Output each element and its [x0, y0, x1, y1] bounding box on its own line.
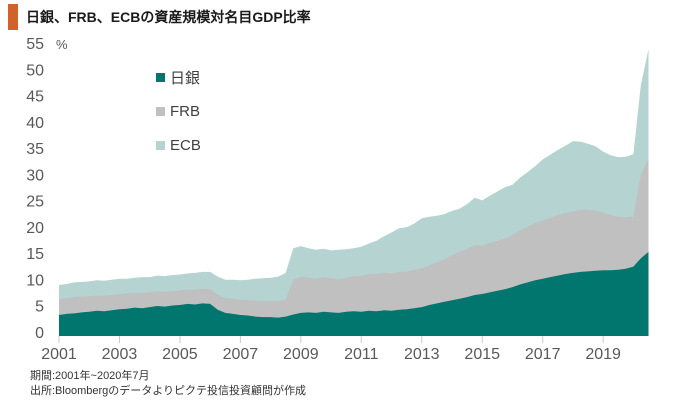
boj-swatch-icon: [156, 73, 165, 82]
ecb-swatch-icon: [156, 141, 165, 150]
y-tick-label: 10: [26, 272, 44, 289]
footer-source: 出所:Bloombergのデータよりピクテ投信投資顧問が作成: [30, 385, 307, 397]
y-tick-label: 30: [26, 167, 44, 184]
legend-item-boj: 日銀: [156, 70, 201, 87]
x-tick-label: 2015: [464, 346, 500, 363]
y-tick-label: 35: [26, 141, 44, 158]
y-tick-label: 50: [26, 62, 44, 79]
y-tick-label: 15: [26, 246, 44, 263]
y-tick-label: 25: [26, 194, 44, 211]
chart-legend: 日銀 FRB ECB: [156, 70, 201, 172]
x-tick-label: 2017: [525, 346, 561, 363]
legend-label-ecb: ECB: [170, 137, 201, 154]
y-tick-label: 40: [26, 115, 44, 132]
footer-period: 期間:2001年~2020年7月: [30, 370, 150, 382]
page-title: 日銀、FRB、ECBの資産規模対名目GDP比率: [26, 9, 311, 25]
y-tick-label: 20: [26, 220, 44, 237]
legend-item-ecb: ECB: [156, 137, 201, 154]
x-tick-label: 2007: [223, 346, 259, 363]
y-tick-label: 55: [26, 36, 44, 53]
x-tick-label: 2013: [404, 346, 440, 363]
y-tick-label: 5: [35, 299, 44, 316]
x-tick-label: 2005: [162, 346, 198, 363]
x-tick-label: 2019: [585, 346, 621, 363]
x-tick-label: 2009: [283, 346, 319, 363]
legend-label-frb: FRB: [170, 103, 200, 120]
title-row: 日銀、FRB、ECBの資産規模対名目GDP比率: [8, 4, 311, 30]
x-tick-label: 2003: [102, 346, 138, 363]
y-tick-label: 45: [26, 89, 44, 106]
x-tick-label: 2011: [344, 346, 379, 363]
footer-notes: 期間:2001年~2020年7月 出所:Bloombergのデータよりピクテ投信…: [30, 369, 306, 399]
y-tick-label: 0: [35, 325, 44, 342]
legend-item-frb: FRB: [156, 103, 201, 120]
title-accent-bar: [8, 4, 18, 30]
y-axis-unit-label: %: [56, 37, 68, 52]
x-tick-label: 2001: [41, 346, 77, 363]
area-日銀: [59, 251, 649, 336]
legend-label-boj: 日銀: [170, 70, 201, 87]
frb-swatch-icon: [156, 107, 165, 116]
